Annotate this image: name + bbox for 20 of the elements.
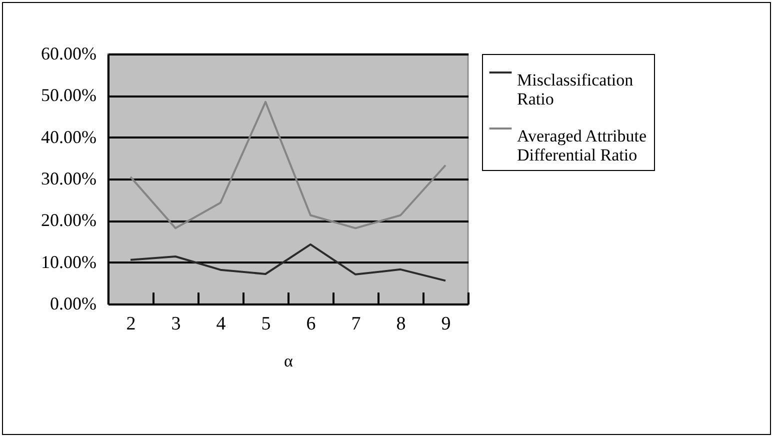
line-series bbox=[130, 100, 446, 230]
y-tick-label: 40.00% bbox=[41, 126, 96, 147]
y-tick-label: 0.00% bbox=[50, 294, 96, 314]
y-tick-label: 10.00% bbox=[41, 252, 96, 272]
y-tick-label: 50.00% bbox=[41, 85, 96, 106]
legend-label: Averaged Attribute Differential Ratio bbox=[517, 126, 647, 164]
y-tick-label: 20.00% bbox=[41, 210, 96, 230]
x-tick-label: 7 bbox=[351, 314, 361, 334]
x-tick-label: 8 bbox=[396, 314, 406, 334]
x-tick-label: 3 bbox=[171, 314, 181, 334]
x-tick-label: 5 bbox=[261, 314, 271, 334]
y-tick-label: 30.00% bbox=[41, 168, 96, 188]
legend-label: Misclassification Ratio bbox=[517, 70, 634, 108]
line-series bbox=[130, 243, 446, 282]
x-tick-label: 2 bbox=[126, 314, 136, 334]
x-axis-title: α bbox=[284, 352, 294, 370]
x-tick-label: 6 bbox=[306, 314, 316, 334]
x-tick-label: 4 bbox=[216, 314, 226, 334]
x-tick-label: 9 bbox=[441, 314, 451, 334]
y-tick-label: 60.00% bbox=[41, 44, 96, 64]
